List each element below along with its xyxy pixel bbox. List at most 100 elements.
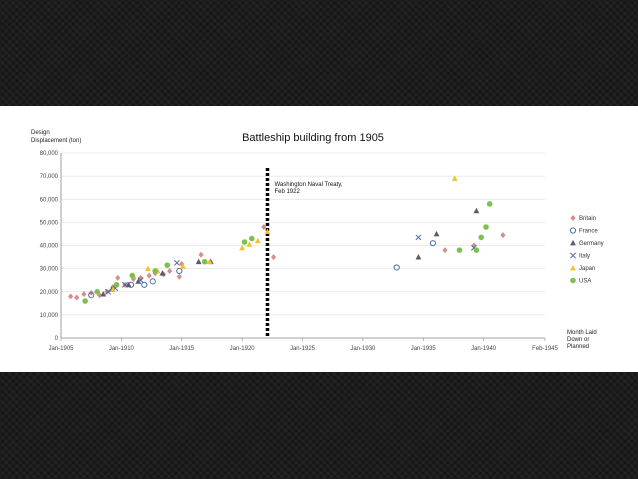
legend-marker-usa [570, 277, 576, 284]
data-point-britain [115, 274, 121, 281]
data-point-germany [125, 281, 132, 288]
data-point-usa [152, 268, 158, 274]
data-point-germany [433, 230, 440, 237]
y-axis-label-line-1: Design [31, 130, 50, 136]
data-point-britain [104, 288, 110, 295]
data-point-germany [473, 207, 480, 214]
data-point-germany [100, 290, 107, 297]
data-point-britain [167, 267, 173, 274]
x-tick-label: Feb-1945 [532, 346, 558, 352]
gridlines [61, 152, 545, 316]
data-point-italy [173, 259, 180, 266]
data-point-britain [146, 272, 152, 279]
data-point-usa [473, 247, 480, 253]
axes [60, 153, 546, 341]
y-tick-label: 30,000 [40, 267, 59, 273]
data-point-germany [415, 253, 422, 260]
legend-label-france: France [579, 229, 598, 235]
x-tick-label: Jan-1920 [230, 346, 256, 352]
data-point-usa [164, 262, 171, 268]
y-tick-label: 40,000 [40, 244, 59, 250]
y-tick-label: 20,000 [40, 290, 59, 296]
data-point-japan [264, 228, 271, 235]
x-tick-label: Jan-1930 [350, 346, 376, 352]
data-point-usa [478, 234, 485, 241]
data-point-usa [456, 247, 463, 253]
x-tick-label: Jan-1915 [169, 346, 195, 352]
legend-marker-italy [570, 252, 576, 259]
data-point-germany [195, 258, 202, 265]
x-tick-label: Jan-1905 [48, 346, 74, 352]
legend-label-japan: Japan [579, 266, 595, 272]
y-tick-labels: 0 10,000 20,000 30,000 40,000 50,000 60,000 70,… [40, 151, 59, 342]
data-point-germany [159, 270, 166, 276]
data-point-britain [198, 251, 204, 258]
data-point-italy [122, 281, 128, 288]
legend: Britain France Germany Italy Japan USA [569, 215, 604, 285]
data-point-japan [451, 175, 458, 181]
y-tick-label: 60,000 [40, 197, 59, 203]
data-point-usa [483, 224, 489, 230]
data-point-japan [254, 237, 261, 244]
data-point-usa [201, 258, 208, 265]
data-point-france [149, 278, 156, 285]
data-point-usa [82, 298, 88, 304]
data-point-usa [248, 235, 255, 242]
legend-label-britain: Britain [579, 216, 596, 222]
y-tick-label: 50,000 [40, 220, 59, 226]
y-tick-label: 70,000 [40, 174, 59, 180]
data-point-germany [135, 278, 142, 284]
x-tick-label: Jan-1925 [290, 346, 316, 352]
y-tick-label: 0 [55, 336, 59, 342]
chart-title: Battleship building from 1905 [242, 132, 384, 144]
x-tick-label: Jan-1940 [471, 346, 497, 352]
x-axis-label-line-2: Down or [567, 337, 589, 343]
data-point-france [429, 240, 437, 247]
treaty-annotation-line-2: Feb 1922 [274, 189, 300, 195]
legend-marker-britain [570, 215, 576, 221]
legend-label-germany: Germany [579, 241, 604, 247]
legend-marker-france [569, 227, 577, 234]
legend-marker-japan [570, 264, 576, 271]
treaty-annotation: Washington Naval Treaty, Feb 1922 [265, 168, 343, 338]
x-tick-label: Jan-1935 [411, 346, 437, 352]
data-point-italy [105, 288, 112, 295]
data-point-france [393, 264, 400, 271]
data-point-britain [270, 254, 277, 261]
battleship-chart: Battleship building from 1905 Design Dis… [31, 130, 604, 352]
data-point-japan [239, 244, 246, 251]
data-point-britain [176, 273, 182, 280]
data-point-britain [74, 294, 80, 301]
data-point-japan [246, 241, 253, 247]
legend-label-italy: Italy [579, 254, 590, 260]
data-point-usa [94, 288, 101, 295]
y-tick-label: 80,000 [40, 151, 59, 157]
x-axis-label-line-1: Month Laid [567, 330, 597, 336]
data-point-japan [180, 263, 186, 269]
data-point-britain [471, 242, 477, 249]
data-point-usa [129, 272, 136, 279]
y-tick-label: 10,000 [40, 313, 59, 319]
data-point-britain [81, 291, 87, 298]
x-axis-label-line-3: Planned [567, 344, 589, 350]
data-point-usa [486, 201, 493, 207]
data-point-france [176, 267, 183, 275]
data-point-britain [68, 293, 74, 300]
data-point-japan [206, 258, 213, 265]
data-point-japan [145, 265, 151, 272]
data-point-britain [500, 232, 506, 239]
data-point-usa [113, 282, 120, 288]
data-point-france [141, 281, 148, 288]
data-point-britain [442, 247, 448, 254]
y-axis-label-line-2: Displacement (ton) [31, 138, 81, 144]
slide-panel: Battleship building from 1905 Design Dis… [0, 106, 638, 372]
data-point-britain [261, 224, 267, 230]
data-point-usa [241, 239, 248, 245]
data-point-italy [137, 277, 144, 284]
treaty-annotation-line-1: Washington Naval Treaty, [274, 182, 342, 188]
data-point-france [88, 292, 95, 299]
legend-label-usa: USA [579, 279, 591, 285]
legend-marker-germany [570, 239, 576, 246]
x-tick-label: Jan-1910 [109, 346, 135, 352]
x-tick-labels: Jan-1905 Jan-1910 Jan-1915 Jan-1920 Jan-1925… [48, 346, 558, 352]
